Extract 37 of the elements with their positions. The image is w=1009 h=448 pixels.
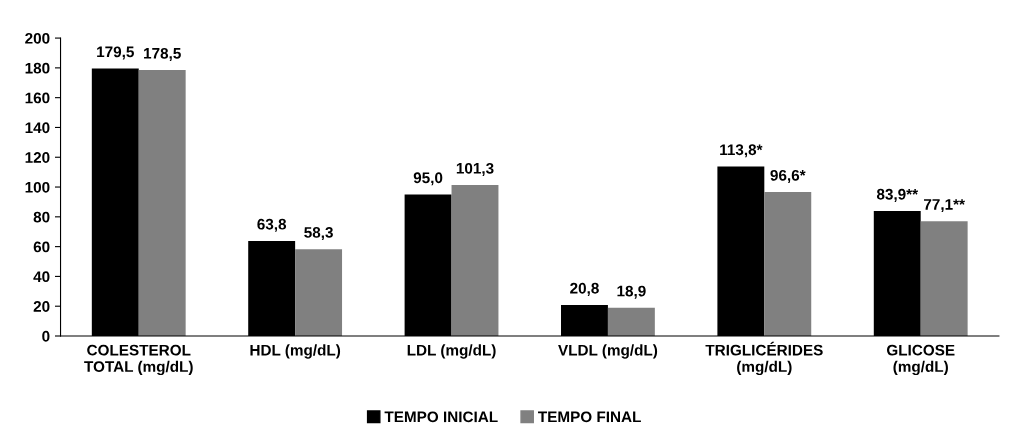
bar	[607, 307, 655, 336]
y-tick-label: 120	[25, 152, 50, 163]
bar	[764, 192, 812, 336]
data-label: 113,8*	[720, 144, 763, 158]
y-tick-label: 20	[33, 301, 50, 312]
data-label: 58,3	[304, 226, 333, 241]
data-label: 18,9	[617, 285, 646, 299]
y-tick-label: 140	[25, 122, 50, 134]
y-tick-label: 200	[25, 32, 50, 44]
bar	[295, 249, 343, 336]
data-label: 77,1**	[924, 199, 965, 213]
data-label: 96,6*	[770, 169, 806, 183]
data-label: 101,3	[456, 162, 494, 176]
y-tick-label: 0	[42, 330, 50, 342]
legend-label: TEMPO FINAL	[538, 411, 641, 423]
data-label: 95,0	[413, 172, 443, 186]
bar	[138, 70, 186, 336]
x-tick-label: TRIGLICÉRIDES (mg/dL)	[705, 341, 823, 376]
x-tick-label: LDL (mg/dL)	[407, 344, 496, 359]
x-tick-label: GLICOSE (mg/dL)	[886, 344, 955, 376]
data-label: 20,8	[570, 282, 599, 296]
data-label: 179,5	[97, 46, 134, 60]
data-label: 178,5	[144, 47, 181, 61]
y-tick-label: 100	[25, 181, 50, 193]
bar	[451, 185, 499, 336]
legend-label: TEMPO INICIAL	[384, 411, 498, 423]
y-tick-label: 180	[25, 62, 50, 74]
data-label: 83,9**	[876, 188, 919, 202]
y-tick-label: 40	[33, 271, 50, 283]
y-tick-label: 160	[25, 92, 50, 104]
x-tick-label: HDL (mg/dL)	[250, 344, 341, 359]
x-tick-label: VLDL (mg/dL)	[558, 344, 658, 359]
x-tick-label: COLESTEROL TOTAL (mg/dL)	[84, 344, 193, 376]
y-tick-label: 80	[33, 211, 50, 223]
data-label: 63,8	[257, 218, 287, 232]
bar	[920, 221, 968, 336]
y-tick-label: 60	[33, 241, 50, 253]
